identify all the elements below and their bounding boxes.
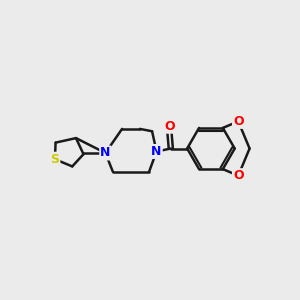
Text: O: O (233, 169, 244, 182)
Text: O: O (233, 115, 244, 128)
Text: S: S (50, 153, 59, 166)
Text: N: N (152, 145, 162, 158)
Text: N: N (100, 146, 111, 160)
Text: O: O (164, 120, 175, 133)
